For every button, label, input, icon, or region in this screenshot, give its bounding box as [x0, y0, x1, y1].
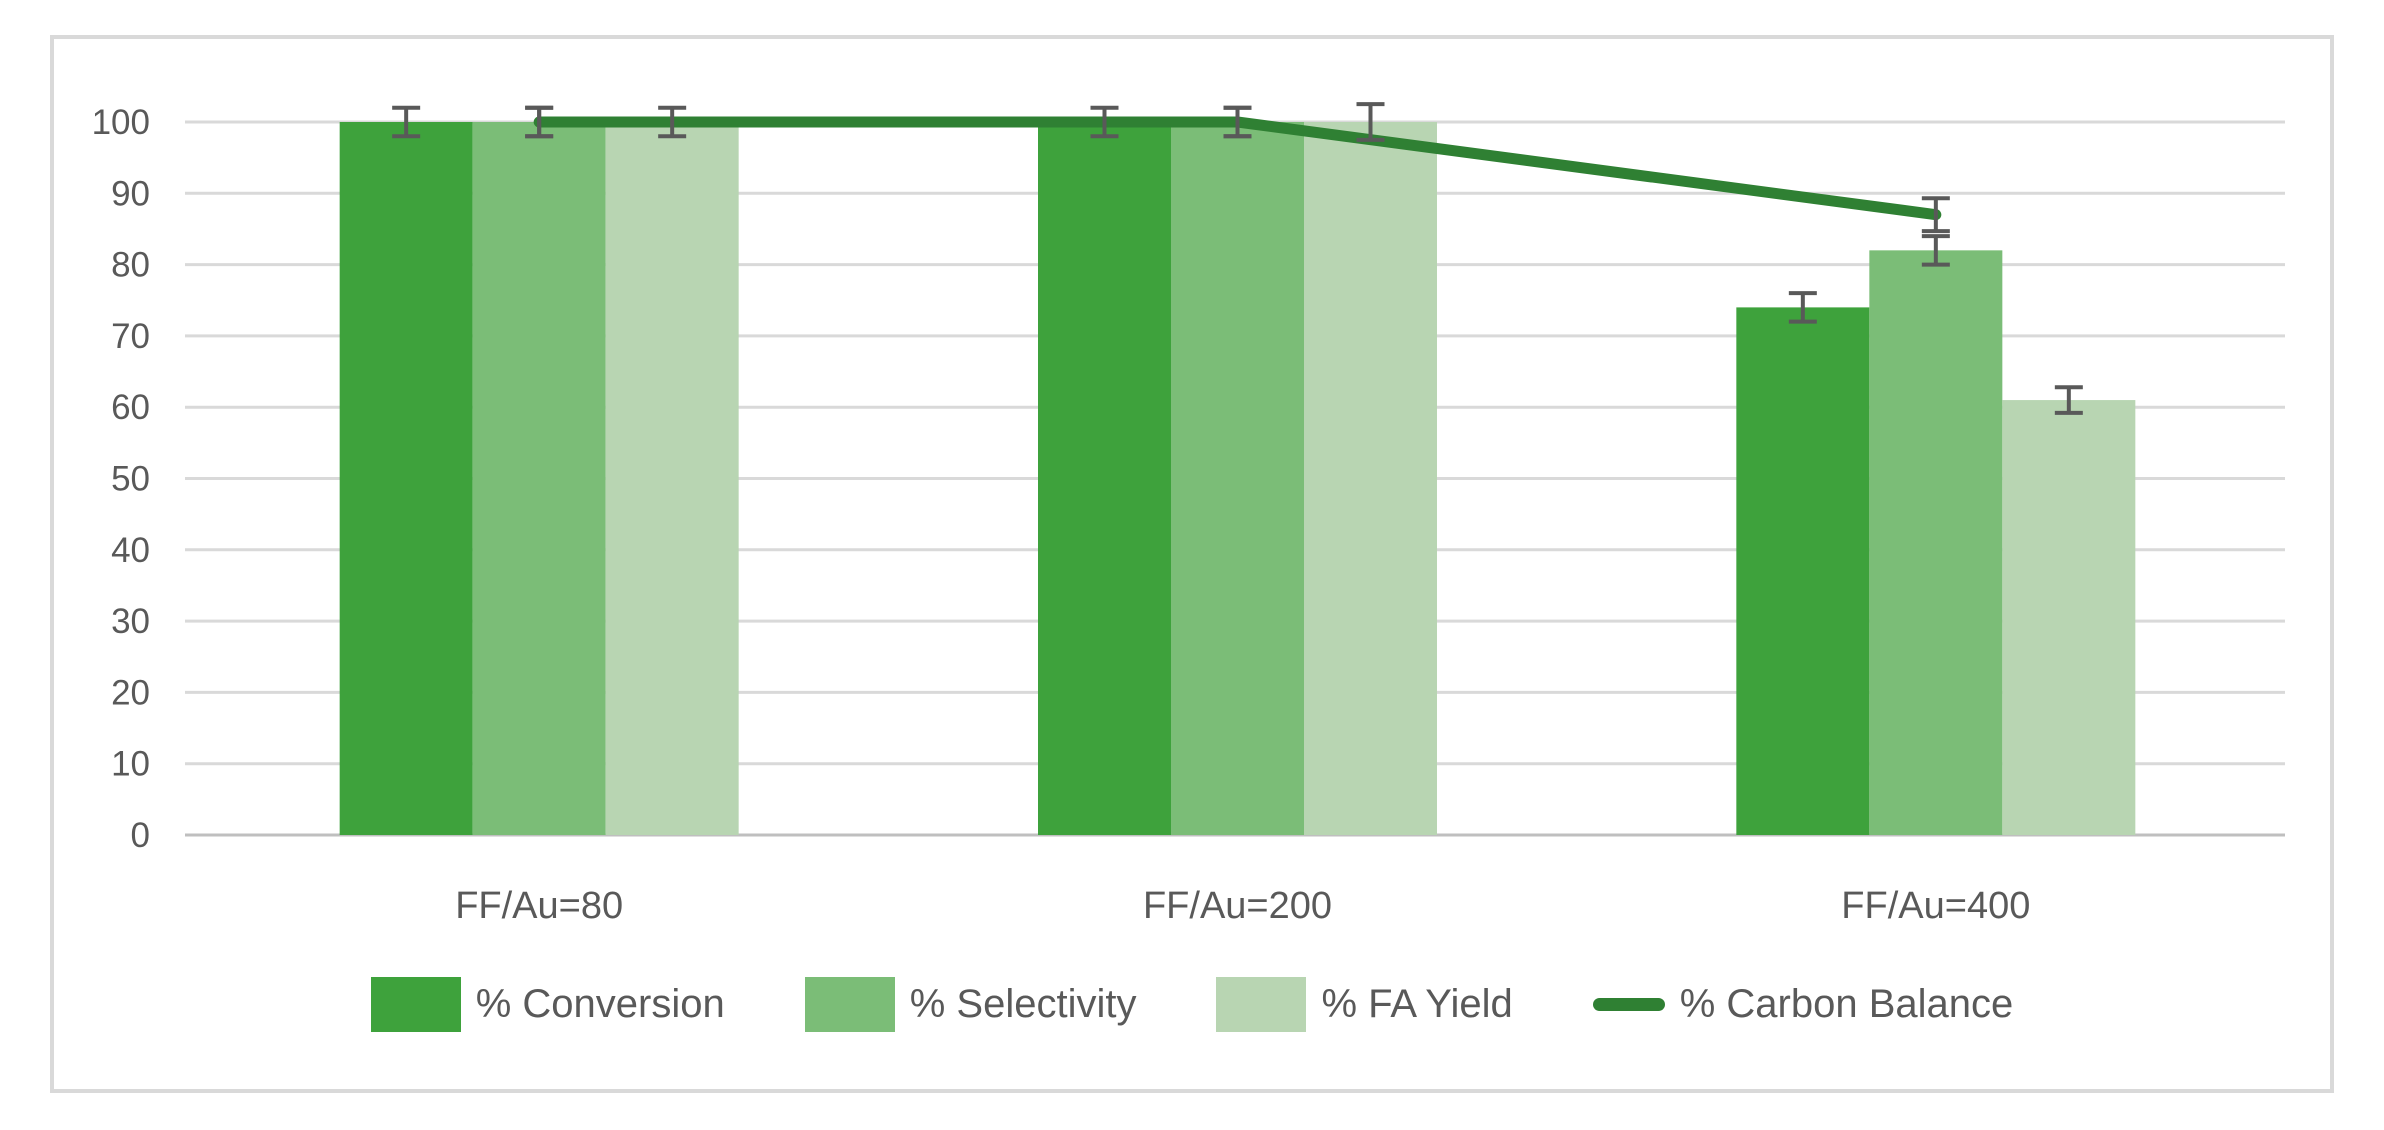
bar[interactable] [1869, 250, 2003, 836]
bar-series-1[interactable] [339, 122, 1870, 835]
x-category-label: FF/Au=200 [1143, 885, 1332, 927]
bar[interactable] [605, 122, 739, 835]
legend-label-fa-yield: % FA Yield [1321, 982, 1513, 1026]
legend-swatch-fa-yield [1216, 976, 1307, 1032]
bar[interactable] [2002, 400, 2136, 835]
bar[interactable] [339, 122, 473, 835]
legend: % Conversion % Selectivity % FA Yield % … [50, 972, 2334, 1036]
legend-swatch-conversion [370, 976, 461, 1032]
y-tick-label: 30 [111, 602, 150, 641]
legend-swatch-selectivity [804, 976, 895, 1032]
y-axis-tick-labels: 0 10 20 30 40 50 60 70 80 90 100 [92, 103, 150, 855]
x-axis-category-labels: FF/Au=80 FF/Au=200 FF/Au=400 [455, 885, 2030, 927]
bar[interactable] [472, 122, 606, 835]
bar[interactable] [1736, 307, 1870, 835]
legend-label-conversion: % Conversion [475, 982, 725, 1026]
y-tick-label: 50 [111, 460, 150, 499]
y-tick-label: 10 [111, 745, 150, 784]
legend-item-carbon-balance[interactable]: % Carbon Balance [1592, 982, 2014, 1026]
y-tick-label: 80 [111, 246, 150, 285]
bar-series-2[interactable] [472, 122, 2003, 836]
y-tick-label: 60 [111, 388, 150, 427]
bar[interactable] [1171, 122, 1304, 835]
y-tick-label: 90 [111, 174, 150, 213]
legend-label-selectivity: % Selectivity [909, 982, 1137, 1026]
y-tick-label: 0 [131, 816, 150, 855]
legend-swatch-carbon-balance-line [1592, 997, 1665, 1011]
y-tick-label: 70 [111, 317, 150, 356]
error-bars [392, 102, 2083, 415]
bar[interactable] [1304, 122, 1437, 835]
legend-label-carbon-balance: % Carbon Balance [1679, 982, 2014, 1026]
y-tick-label: 100 [92, 103, 150, 142]
bar[interactable] [1038, 122, 1171, 835]
y-tick-label: 40 [111, 531, 150, 570]
legend-item-selectivity[interactable]: % Selectivity [804, 976, 1137, 1032]
legend-item-conversion[interactable]: % Conversion [370, 976, 725, 1032]
x-category-label: FF/Au=400 [1841, 885, 2030, 927]
legend-item-fa-yield[interactable]: % FA Yield [1216, 976, 1513, 1032]
x-category-label: FF/Au=80 [455, 885, 623, 927]
bar-series-3[interactable] [605, 122, 2136, 835]
y-tick-label: 20 [111, 673, 150, 712]
